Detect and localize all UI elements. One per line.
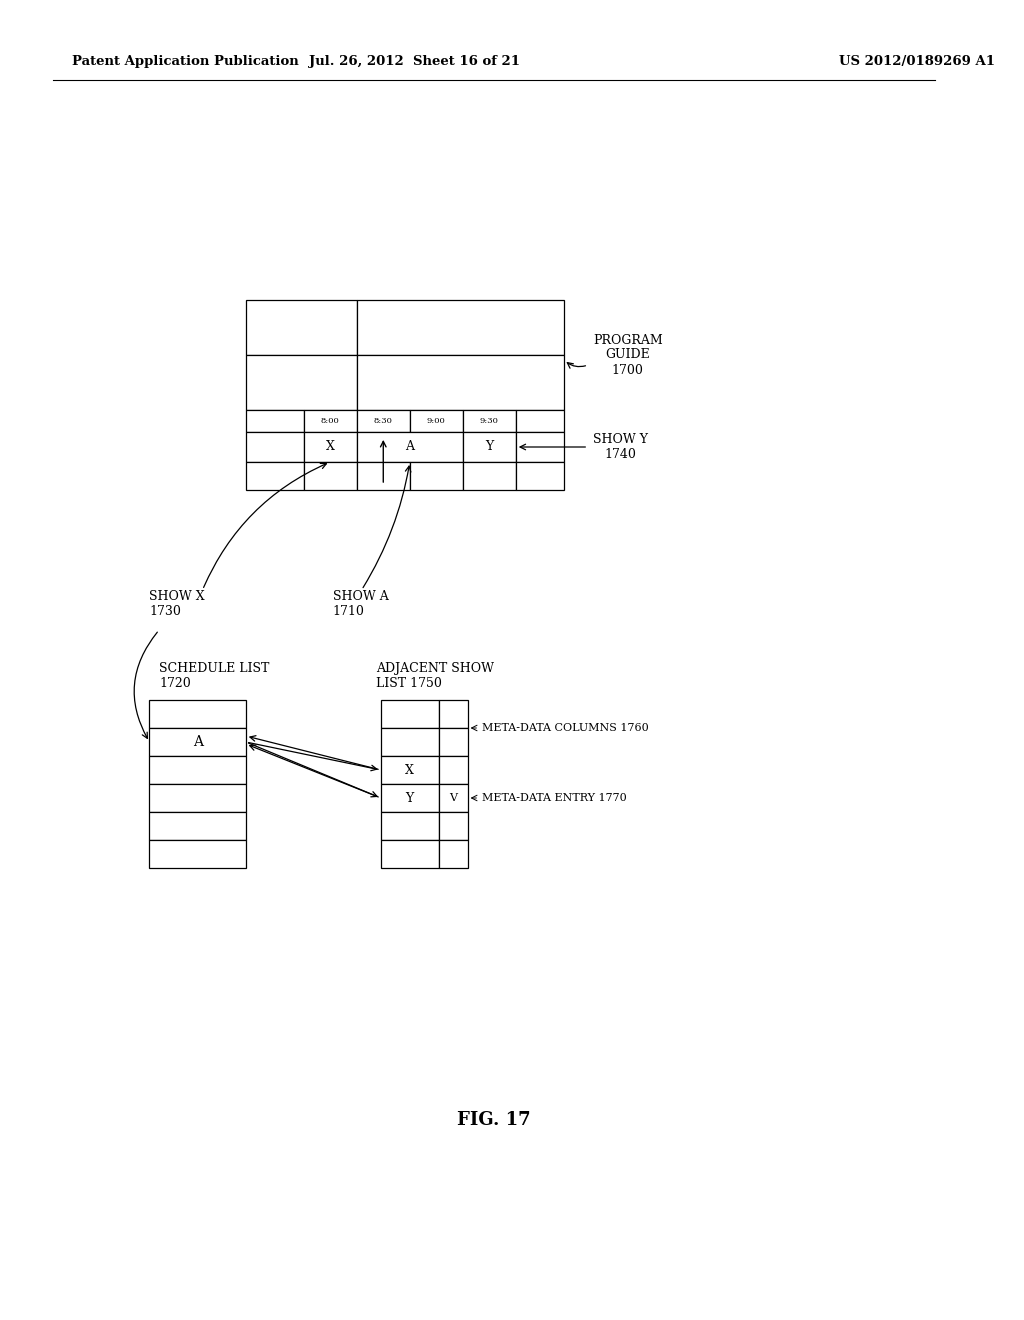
Text: V: V <box>450 793 457 803</box>
Bar <box>246 355 356 411</box>
Text: 9:00: 9:00 <box>427 417 445 425</box>
Text: A: A <box>406 441 415 454</box>
Bar <box>150 840 246 869</box>
Bar <box>150 784 246 812</box>
Bar <box>410 462 463 490</box>
Text: FIG. 17: FIG. 17 <box>457 1111 530 1129</box>
Bar <box>516 411 564 432</box>
Text: X: X <box>326 441 335 454</box>
Bar <box>516 462 564 490</box>
Bar <box>150 729 246 756</box>
Bar <box>356 355 564 411</box>
Text: META-DATA ENTRY 1770: META-DATA ENTRY 1770 <box>482 793 627 803</box>
Bar <box>438 756 468 784</box>
Bar <box>381 784 438 812</box>
Bar <box>304 411 356 432</box>
Text: SHOW Y
1740: SHOW Y 1740 <box>593 433 648 461</box>
Bar <box>381 756 438 784</box>
Text: 9:30: 9:30 <box>480 417 499 425</box>
Bar <box>438 812 468 840</box>
Text: SHOW A
1710: SHOW A 1710 <box>333 590 388 618</box>
Bar <box>438 840 468 869</box>
Bar <box>246 462 304 490</box>
Bar <box>304 432 356 462</box>
Bar <box>463 432 516 462</box>
Text: Patent Application Publication: Patent Application Publication <box>73 55 299 69</box>
Bar <box>381 729 438 756</box>
Bar <box>438 700 468 729</box>
Text: Y: Y <box>485 441 494 454</box>
Text: ADJACENT SHOW
LIST 1750: ADJACENT SHOW LIST 1750 <box>376 663 494 690</box>
Text: PROGRAM
GUIDE
1700: PROGRAM GUIDE 1700 <box>593 334 663 376</box>
Bar <box>356 411 410 432</box>
Bar <box>356 462 410 490</box>
Bar <box>356 432 463 462</box>
Bar <box>246 411 304 432</box>
Bar <box>150 812 246 840</box>
Bar <box>463 411 516 432</box>
Bar <box>150 756 246 784</box>
Text: A: A <box>193 735 203 748</box>
Text: Jul. 26, 2012  Sheet 16 of 21: Jul. 26, 2012 Sheet 16 of 21 <box>309 55 520 69</box>
Text: SCHEDULE LIST
1720: SCHEDULE LIST 1720 <box>159 663 269 690</box>
Text: 8:30: 8:30 <box>374 417 393 425</box>
Text: 8:00: 8:00 <box>321 417 340 425</box>
Bar <box>381 812 438 840</box>
Bar <box>246 300 356 355</box>
Bar <box>381 700 438 729</box>
Bar <box>304 462 356 490</box>
Bar <box>438 784 468 812</box>
Bar <box>438 729 468 756</box>
Bar <box>410 411 463 432</box>
Bar <box>516 432 564 462</box>
Text: US 2012/0189269 A1: US 2012/0189269 A1 <box>839 55 995 69</box>
Text: Y: Y <box>406 792 414 804</box>
Text: SHOW X
1730: SHOW X 1730 <box>150 590 205 618</box>
Text: META-DATA COLUMNS 1760: META-DATA COLUMNS 1760 <box>482 723 649 733</box>
Bar <box>463 462 516 490</box>
Text: X: X <box>406 763 415 776</box>
Bar <box>150 700 246 729</box>
Bar <box>381 840 438 869</box>
Bar <box>356 300 564 355</box>
Bar <box>246 432 304 462</box>
